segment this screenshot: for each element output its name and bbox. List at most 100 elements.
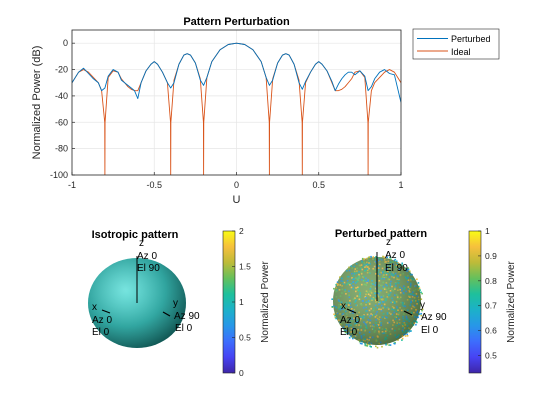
isotropic-pattern-plot: Isotropic pattern z Az 0 El 90 x Az 0 El…	[88, 226, 271, 378]
surface-speck	[376, 346, 379, 349]
surface-speck	[389, 256, 391, 259]
surface-speck	[417, 316, 419, 319]
colorbar-tick-label: 0.6	[485, 326, 497, 336]
surface-speck	[401, 337, 404, 340]
surface-speck	[383, 256, 386, 259]
surface-speck	[420, 314, 423, 317]
surface-speck	[416, 278, 418, 281]
surface-speck	[404, 335, 407, 337]
surface-speck	[333, 313, 335, 316]
y-tick-label: -80	[55, 144, 68, 154]
legend-box	[412, 28, 500, 60]
isotropic-title: Isotropic pattern	[92, 229, 179, 241]
surface-speck	[385, 343, 387, 346]
perturbed-x-az: Az 0	[340, 315, 360, 326]
colorbar-tick-label: 1	[239, 297, 244, 307]
y-tick-label: 0	[63, 38, 68, 48]
perturbed-x-el: El 0	[340, 327, 358, 338]
isotropic-y-axis	[162, 311, 171, 317]
surface-speck	[388, 344, 390, 346]
x-tick-label: -0.5	[146, 180, 162, 190]
colorbar-tick-label: 0.5	[239, 333, 251, 343]
surface-speck	[334, 316, 337, 319]
isotropic-x-label: x	[92, 302, 97, 313]
perturbed-z-label: z	[386, 237, 391, 248]
surface-speck	[406, 335, 409, 337]
chart-title: Pattern Perturbation	[183, 16, 290, 28]
surface-speck	[339, 276, 341, 278]
y-tick-label: -20	[55, 65, 68, 75]
surface-speck	[417, 285, 420, 288]
perturbed-colorbar	[468, 230, 482, 374]
surface-speck	[420, 291, 422, 294]
surface-speck	[421, 292, 423, 295]
perturbed-x-label: x	[341, 301, 346, 312]
surface-speck	[408, 330, 410, 333]
surface-speck	[375, 256, 377, 258]
surface-speck	[381, 345, 383, 348]
surface-speck	[418, 287, 421, 290]
surface-speck	[331, 306, 334, 308]
isotropic-x-az: Az 0	[92, 315, 112, 326]
surface-speck	[394, 342, 396, 345]
perturbed-colorbar-ticks: 1 0.9 0.8 0.7 0.6 0.5	[478, 226, 497, 361]
surface-speck	[394, 258, 397, 261]
perturbed-y-az: Az 90	[421, 312, 447, 323]
isotropic-z-label: z	[139, 238, 144, 249]
x-axis-ticks: -1 -0.5 0 0.5 1	[68, 172, 404, 190]
surface-speck	[386, 343, 388, 346]
surface-speck	[415, 323, 417, 326]
perturbed-y-label: y	[420, 300, 425, 311]
surface-speck	[401, 339, 403, 341]
y-tick-label: -60	[55, 117, 68, 127]
surface-speck	[418, 313, 421, 316]
surface-speck	[421, 308, 424, 311]
surface-speck	[409, 330, 411, 332]
isotropic-z-az: Az 0	[137, 251, 157, 262]
surface-speck	[394, 341, 396, 344]
surface-speck	[406, 333, 408, 336]
surface-speck	[335, 317, 337, 320]
surface-speck	[334, 314, 336, 317]
surface-speck	[364, 344, 367, 346]
surface-speck	[407, 268, 410, 271]
surface-speck	[361, 342, 363, 345]
perturbed-colorbar-label: Normalized Power	[506, 260, 517, 342]
y-tick-label: -40	[55, 91, 68, 101]
colorbar-tick-label: 0.7	[485, 301, 497, 311]
surface-speck	[359, 342, 362, 345]
pattern-perturbation-plot: -1 -0.5 0 0.5 1 0 -20 -40 -60 -80 -100 Pattern Pe…	[31, 16, 500, 206]
surface-speck	[415, 320, 417, 323]
surface-speck	[410, 330, 412, 332]
isotropic-y-az: Az 90	[174, 311, 200, 322]
surface-speck	[397, 339, 399, 341]
surface-speck	[346, 332, 348, 335]
isotropic-x-axis	[101, 309, 111, 314]
surface-speck	[348, 336, 351, 339]
surface-speck	[375, 345, 377, 348]
colorbar-tick-label: 0	[239, 368, 244, 378]
surface-speck	[364, 342, 366, 345]
legend: Perturbed Ideal	[412, 28, 500, 60]
surface-speck	[382, 255, 384, 258]
surface-speck	[366, 343, 369, 346]
x-tick-label: 0.5	[312, 180, 325, 190]
perturbed-pattern-plot: Perturbed pattern z Az 0 El 90 x Az 0 El…	[331, 226, 517, 374]
surface-speck	[358, 340, 361, 343]
surface-speck	[420, 298, 423, 300]
y-axis-label: Normalized Power (dB)	[31, 46, 43, 160]
surface-speck	[409, 270, 411, 273]
surface-speck	[368, 256, 370, 258]
legend-label-perturbed: Perturbed	[451, 34, 491, 44]
surface-speck	[386, 256, 388, 259]
isotropic-y-el: El 0	[175, 323, 193, 334]
surface-speck	[366, 345, 369, 347]
perturbed-x-axis	[346, 308, 357, 314]
surface-speck	[372, 256, 375, 258]
surface-speck	[370, 255, 372, 258]
surface-speck	[421, 309, 423, 312]
surface-speck	[417, 282, 420, 284]
perturbed-title: Perturbed pattern	[335, 228, 428, 240]
surface-speck	[370, 346, 372, 348]
